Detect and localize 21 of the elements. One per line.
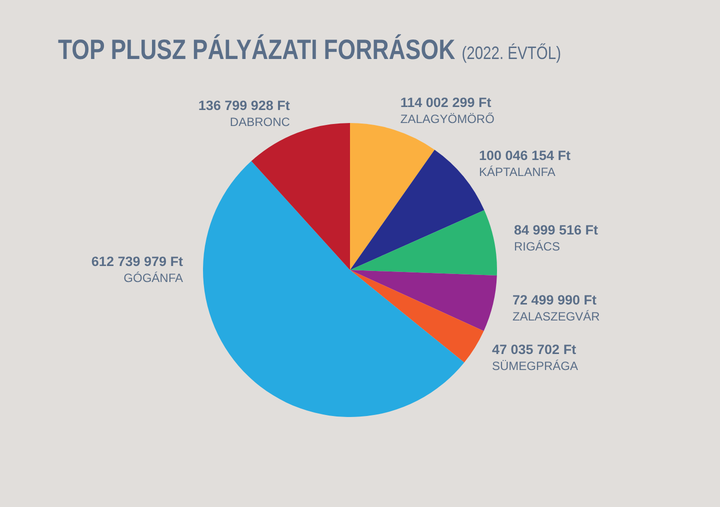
slice-label: DABRONC — [230, 115, 290, 130]
data-label: 612 739 979 Ft — [91, 254, 184, 269]
pie-slice — [350, 270, 484, 363]
pie-slice — [350, 123, 435, 270]
pie-slice — [350, 270, 497, 331]
data-label: 84 999 516 Ft — [514, 222, 599, 238]
data-label: 136 799 928 Ft — [198, 98, 290, 114]
slice-label: RIGÁCS — [514, 239, 560, 254]
pie-slice — [203, 161, 464, 417]
pie-slice — [350, 210, 497, 276]
slice-label: KÁPTALANFA — [478, 164, 556, 179]
chart-title: TOP PLUSZ PÁLYÁZATI FORRÁSOK — [58, 34, 456, 65]
chart-subtitle: (2022. ÉVTŐL) — [462, 43, 561, 63]
data-label: 72 499 990 Ft — [512, 292, 598, 308]
data-label: 100 046 154 Ft — [478, 148, 572, 163]
slice-label: GÓGÁNFA — [124, 271, 183, 285]
data-label: 114 002 299 Ft — [400, 94, 492, 110]
slice-label: SÜMEGPRÁGA — [492, 358, 578, 373]
data-label: 47 035 702 Ft — [492, 342, 577, 357]
slice-label: ZALASZEGVÁR — [512, 310, 600, 324]
slice-label: ZALAGYÖMÖRŐ — [400, 112, 494, 126]
